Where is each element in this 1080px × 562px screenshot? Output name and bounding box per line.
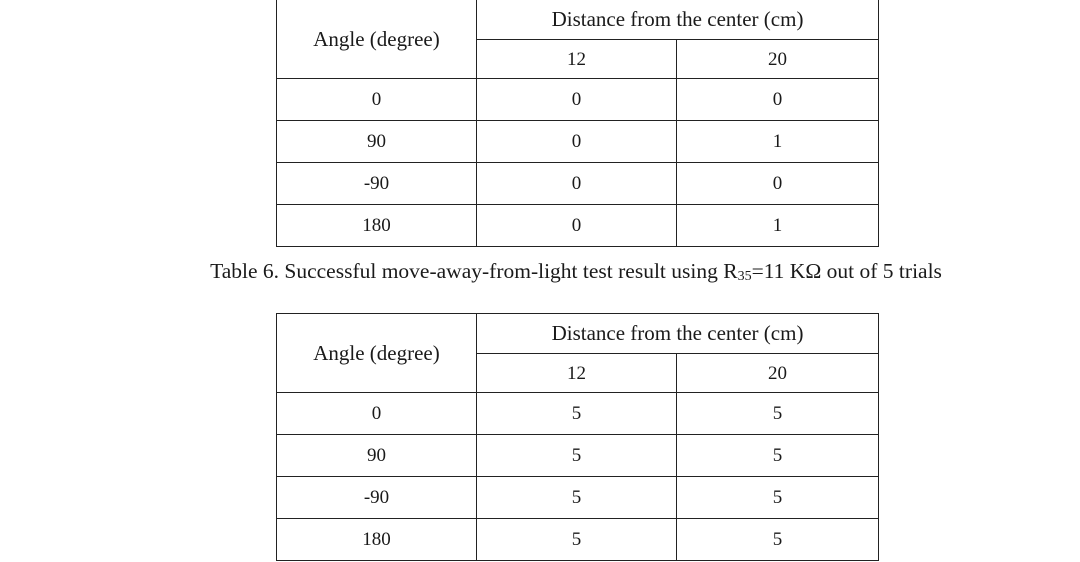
value-cell-20: 5 bbox=[675, 476, 880, 519]
table-row: 0 5 5 bbox=[276, 392, 880, 435]
value-cell-20: 1 bbox=[675, 120, 880, 163]
table-row: 180 0 1 bbox=[276, 204, 880, 247]
value-cell-12: 0 bbox=[476, 120, 677, 163]
angle-header: Angle (degree) bbox=[276, 0, 477, 79]
results-table-bottom: Angle (degree) Distance from the center … bbox=[276, 313, 880, 561]
header-row: Angle (degree) Distance from the center … bbox=[276, 0, 880, 79]
angle-cell: 0 bbox=[276, 392, 477, 435]
angle-cell: -90 bbox=[276, 476, 477, 519]
header-row: Angle (degree) Distance from the center … bbox=[276, 313, 880, 393]
angle-cell: 180 bbox=[276, 518, 477, 561]
distance-header-20: 20 bbox=[675, 353, 880, 393]
value-cell-20: 0 bbox=[675, 162, 880, 205]
angle-cell: 0 bbox=[276, 78, 477, 121]
caption-subscript: 35 bbox=[737, 269, 752, 284]
value-cell-12: 5 bbox=[476, 434, 677, 477]
caption-prefix: Table 6. Successful move-away-from-light… bbox=[210, 259, 738, 283]
value-cell-12: 0 bbox=[476, 204, 677, 247]
table-row: 180 5 5 bbox=[276, 518, 880, 561]
value-cell-20: 5 bbox=[675, 518, 880, 561]
distance-subheader-row: 12 20 bbox=[277, 353, 880, 393]
distance-subheader-row: 12 20 bbox=[277, 39, 880, 79]
angle-cell: 180 bbox=[276, 204, 477, 247]
value-cell-20: 5 bbox=[675, 392, 880, 435]
table-row: -90 5 5 bbox=[276, 476, 880, 519]
distance-header-12: 12 bbox=[476, 39, 677, 79]
value-cell-12: 5 bbox=[476, 392, 677, 435]
table-row: 0 0 0 bbox=[276, 78, 880, 121]
table-row: -90 0 0 bbox=[276, 162, 880, 205]
caption-suffix: =11 KΩ out of 5 trials bbox=[751, 259, 942, 283]
table-row: 90 5 5 bbox=[276, 434, 880, 477]
angle-cell: 90 bbox=[276, 120, 477, 163]
value-cell-20: 5 bbox=[675, 434, 880, 477]
distance-header-12: 12 bbox=[476, 353, 677, 393]
angle-cell: -90 bbox=[276, 162, 477, 205]
table-caption: Table 6. Successful move-away-from-light… bbox=[0, 259, 1080, 285]
angle-cell: 90 bbox=[276, 434, 477, 477]
value-cell-12: 0 bbox=[476, 162, 677, 205]
distance-group-header: Distance from the center (cm) bbox=[475, 0, 880, 40]
value-cell-20: 1 bbox=[675, 204, 880, 247]
value-cell-12: 5 bbox=[476, 476, 677, 519]
value-cell-12: 5 bbox=[476, 518, 677, 561]
distance-group-header: Distance from the center (cm) bbox=[475, 313, 880, 354]
value-cell-20: 0 bbox=[675, 78, 880, 121]
results-table-top: Angle (degree) Distance from the center … bbox=[276, 0, 880, 247]
distance-header-20: 20 bbox=[675, 39, 880, 79]
table-row: 90 0 1 bbox=[276, 120, 880, 163]
angle-header: Angle (degree) bbox=[276, 313, 477, 393]
value-cell-12: 0 bbox=[476, 78, 677, 121]
